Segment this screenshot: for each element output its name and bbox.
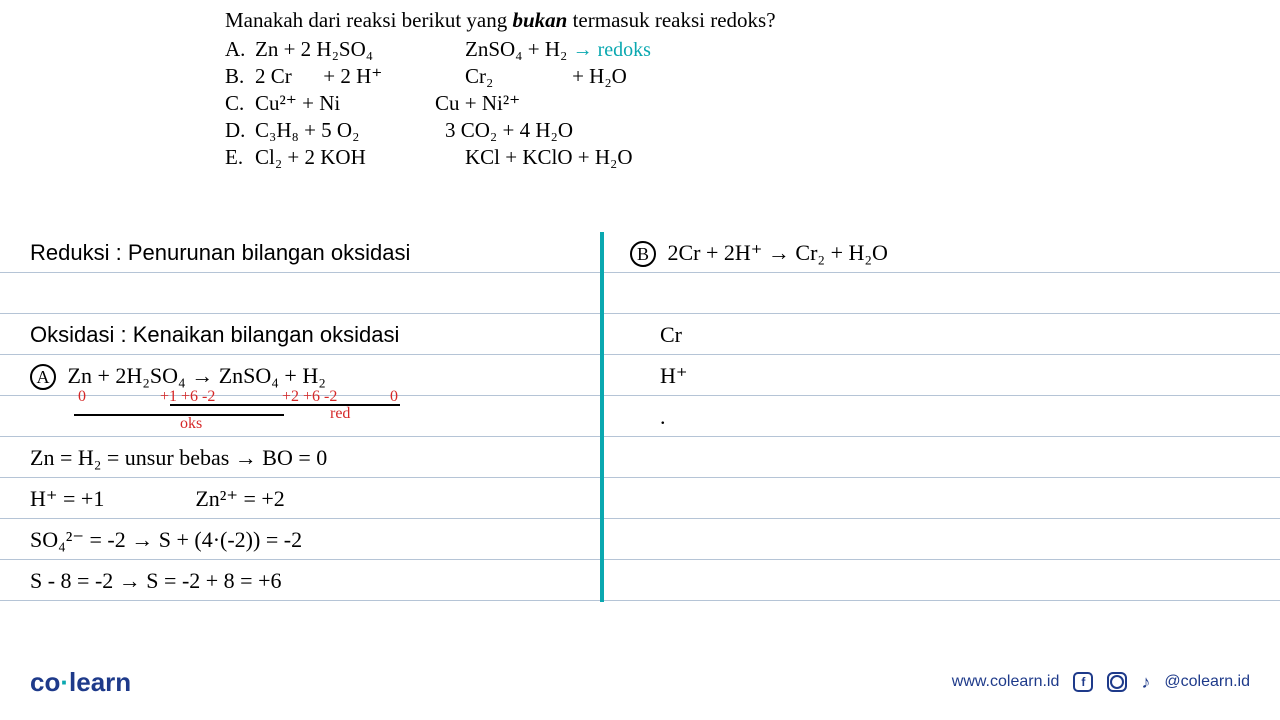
opt-right: KCl + KClO + H₂O [465, 145, 745, 170]
eq-b: 2Cr + 2H⁺ → Cr₂ + H₂O [668, 240, 888, 265]
red-label: red [330, 406, 350, 422]
opt-right: Cu + Ni²⁺ [435, 91, 715, 116]
opt-letter: E. [225, 145, 255, 170]
opt-letter: B. [225, 64, 255, 89]
work-a-l6: H⁺ = +1 Zn²⁺ = +2 [30, 478, 590, 519]
footer-url: www.colearn.id [952, 673, 1060, 691]
circled-b: B [630, 241, 656, 267]
red-bracket [170, 404, 400, 406]
footer-handle: @colearn.id [1164, 673, 1250, 691]
l6a: H⁺ = +1 [30, 486, 104, 511]
oks-bracket [74, 414, 284, 416]
work-a-brackets: oks red [30, 396, 590, 437]
opt-left: Cl₂ + 2 KOH [255, 145, 465, 170]
work-b-dot: . [630, 396, 1250, 437]
work-b-equation: B 2Cr + 2H⁺ → Cr₂ + H₂O [630, 232, 1250, 273]
blank [630, 273, 1250, 314]
oks-label: oks [180, 416, 202, 432]
opt-right-text: ZnSO₄ + H₂ [465, 37, 567, 61]
colearn-logo: co·learn [30, 667, 131, 698]
title-post: termasuk reaksi redoks? [567, 8, 775, 32]
work-a-l5: Zn = H₂ = unsur bebas → BO = 0 [30, 437, 590, 478]
redoks-note: → redoks [573, 39, 651, 61]
opt-letter: C. [225, 91, 255, 116]
question-block: Manakah dari reaksi berikut yang bukan t… [225, 8, 776, 172]
blank-line [30, 273, 590, 314]
l6b: Zn²⁺ = +2 [195, 486, 284, 511]
opt-left: Cu²⁺ + Ni [255, 91, 465, 116]
footer-right: www.colearn.id f ♪ @colearn.id [952, 672, 1250, 693]
opt-right: Cr₂ + H₂O [465, 64, 745, 89]
opt-letter: A. [225, 37, 255, 62]
opt-left: C₃H₈ + 5 O₂ [255, 118, 465, 143]
column-divider [600, 232, 604, 602]
logo-pre: co [30, 667, 60, 697]
right-column: B 2Cr + 2H⁺ → Cr₂ + H₂O Cr H⁺ . [630, 232, 1250, 437]
work-a-l8: S - 8 = -2 → S = -2 + 8 = +6 [30, 560, 590, 601]
option-row-e: E. Cl₂ + 2 KOH KCl + KClO + H₂O [225, 145, 776, 170]
question-title: Manakah dari reaksi berikut yang bukan t… [225, 8, 776, 33]
opt-right: 3 CO₂ + 4 H₂O [445, 118, 725, 143]
title-bold: bukan [512, 8, 567, 32]
tiktok-icon: ♪ [1141, 672, 1150, 693]
work-b-cr: Cr [630, 314, 1250, 355]
option-row-c: C. Cu²⁺ + Ni Cu + Ni²⁺ [225, 91, 776, 116]
work-b-h: H⁺ [630, 355, 1250, 396]
opt-right: ZnSO₄ + H₂ → redoks [465, 37, 745, 62]
option-row-b: B. 2 Cr + 2 H⁺ Cr₂ + H₂O [225, 64, 776, 89]
option-row-d: D. C₃H₈ + 5 O₂ 3 CO₂ + 4 H₂O [225, 118, 776, 143]
logo-post: learn [69, 667, 131, 697]
logo-dot: · [60, 667, 69, 697]
left-column: Reduksi : Penurunan bilangan oksidasi Ok… [30, 232, 590, 601]
instagram-icon [1107, 672, 1127, 692]
oksidasi-def: Oksidasi : Kenaikan bilangan oksidasi [30, 314, 590, 355]
footer: co·learn www.colearn.id f ♪ @colearn.id [0, 662, 1280, 702]
work-a-equation: A Zn + 2H₂SO₄ → ZnSO₄ + H₂ 0 +1 +6 -2 +2… [30, 355, 590, 396]
title-pre: Manakah dari reaksi berikut yang [225, 8, 512, 32]
reduksi-def: Reduksi : Penurunan bilangan oksidasi [30, 232, 590, 273]
circled-a: A [30, 364, 56, 390]
opt-letter: D. [225, 118, 255, 143]
facebook-icon: f [1073, 672, 1093, 692]
work-a-l7: SO₄²⁻ = -2 → S + (4·(-2)) = -2 [30, 519, 590, 560]
eq-a: Zn + 2H₂SO₄ → ZnSO₄ + H₂ [68, 363, 326, 388]
opt-left: 2 Cr + 2 H⁺ [255, 64, 465, 89]
option-row-a: A. Zn + 2 H₂SO₄ ZnSO₄ + H₂ → redoks [225, 37, 776, 62]
opt-left: Zn + 2 H₂SO₄ [255, 37, 465, 62]
